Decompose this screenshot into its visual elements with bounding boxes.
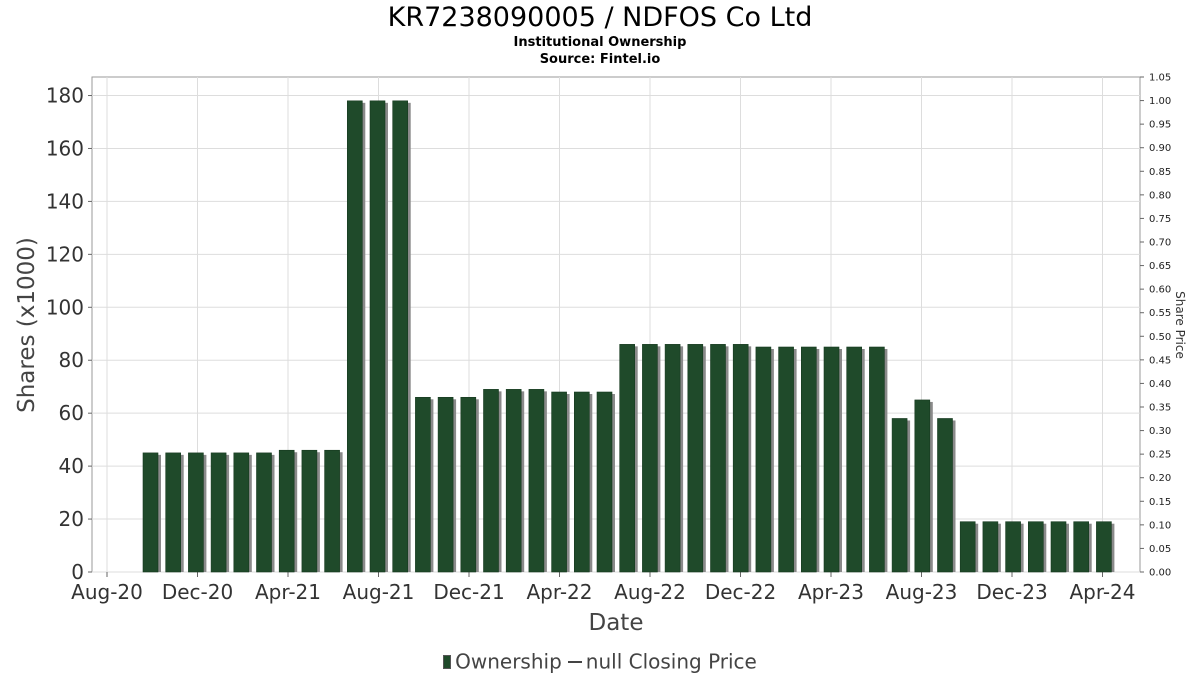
ownership-bar xyxy=(528,389,545,573)
legend-ownership-swatch xyxy=(443,654,452,669)
ownership-bar xyxy=(551,391,567,573)
legend: Ownership null Closing Price xyxy=(0,648,1200,674)
y2-tick-label: 1.00 xyxy=(1149,96,1171,107)
ownership-bar xyxy=(392,100,409,573)
y2-tick-label: 0.85 xyxy=(1149,167,1171,178)
y2-tick-label: 0.35 xyxy=(1149,403,1171,414)
y2-tick-label: 0.30 xyxy=(1149,426,1171,437)
ownership-bar xyxy=(346,100,363,573)
x-tick-label: Dec-21 xyxy=(433,580,504,604)
ownership-bar xyxy=(437,396,454,573)
y2-tick-label: 1.05 xyxy=(1149,73,1171,84)
y-tick-label: 140 xyxy=(46,189,84,213)
ownership-bar xyxy=(914,399,931,573)
ownership-bar xyxy=(664,344,681,573)
ownership-bar xyxy=(959,521,976,573)
x-tick-label: Aug-21 xyxy=(343,580,415,604)
ownership-bar xyxy=(505,389,522,573)
chart-subtitle: Institutional Ownership xyxy=(513,35,687,50)
y-tick-label: 80 xyxy=(59,348,84,372)
ownership-bar xyxy=(324,449,340,573)
ownership-bar xyxy=(1005,521,1021,573)
y-tick-label: 180 xyxy=(46,84,84,108)
legend-ownership-label: Ownership xyxy=(455,649,562,674)
ownership-bar xyxy=(210,452,227,573)
x-axis-title: Date xyxy=(589,610,644,636)
x-tick-label: Apr-24 xyxy=(1070,580,1136,604)
x-tick-label: Dec-22 xyxy=(705,580,776,604)
ownership-bar xyxy=(755,346,772,573)
legend-price-label: null Closing Price xyxy=(585,649,757,674)
y2-tick-label: 0.75 xyxy=(1149,214,1171,225)
ownership-bar xyxy=(642,344,658,573)
ownership-bar xyxy=(1028,521,1044,573)
ownership-bar xyxy=(415,396,431,573)
ownership-bar xyxy=(891,418,908,573)
chart-title: KR7238090005 / NDFOS Co Ltd xyxy=(387,2,813,33)
ownership-bar xyxy=(823,346,840,573)
ownership-bar xyxy=(188,452,204,573)
y2-tick-label: 0.20 xyxy=(1149,473,1171,484)
y-tick-label: 100 xyxy=(46,295,84,319)
ownership-bar xyxy=(460,396,477,573)
y-tick-label: 20 xyxy=(59,507,84,531)
y2-tick-label: 0.00 xyxy=(1149,568,1171,579)
y-tick-label: 40 xyxy=(59,454,84,478)
y2-tick-label: 0.25 xyxy=(1149,450,1171,461)
y-tick-label: 160 xyxy=(46,136,84,160)
ownership-bar xyxy=(573,391,590,573)
ownership-bar xyxy=(301,449,318,573)
x-tick-label: Aug-22 xyxy=(614,580,686,604)
x-tick-label: Dec-20 xyxy=(162,580,233,604)
ownership-bar xyxy=(233,452,250,573)
y2-tick-label: 0.15 xyxy=(1149,497,1171,508)
y2-tick-label: 0.70 xyxy=(1149,238,1171,249)
y2-axis-title: Share Price xyxy=(1173,291,1187,359)
y2-tick-label: 0.10 xyxy=(1149,520,1171,531)
y2-tick-label: 0.60 xyxy=(1149,285,1171,296)
y-tick-label: 0 xyxy=(71,560,84,584)
y2-tick-label: 0.80 xyxy=(1149,190,1171,201)
ownership-bar xyxy=(687,344,704,573)
y2-tick-label: 0.95 xyxy=(1149,120,1171,131)
y2-tick-label: 0.55 xyxy=(1149,308,1171,319)
chart-source: Source: Fintel.io xyxy=(539,52,661,67)
y-tick-label: 60 xyxy=(59,401,84,425)
x-tick-label: Dec-23 xyxy=(976,580,1047,604)
y-tick-label: 120 xyxy=(46,242,84,266)
x-tick-label: Apr-22 xyxy=(527,580,593,604)
ownership-bar xyxy=(369,100,386,573)
ownership-bar xyxy=(869,346,885,573)
y2-tick-label: 0.40 xyxy=(1149,379,1171,390)
ownership-bar xyxy=(483,389,499,573)
ownership-bar xyxy=(256,452,272,573)
ownership-bar xyxy=(937,418,953,573)
ownership-bar xyxy=(1050,521,1067,573)
ownership-bar xyxy=(596,391,613,573)
x-tick-label: Apr-21 xyxy=(255,580,321,604)
legend-price-swatch xyxy=(567,660,582,663)
x-tick-label: Aug-23 xyxy=(886,580,958,604)
ownership-bar xyxy=(800,346,817,573)
ownership-bar xyxy=(846,346,863,573)
ownership-bar xyxy=(165,452,181,573)
ownership-bar xyxy=(1096,521,1112,573)
x-tick-label: Aug-20 xyxy=(71,580,143,604)
ownership-bar xyxy=(142,452,159,573)
y2-tick-label: 0.50 xyxy=(1149,332,1171,343)
ownership-bar xyxy=(710,344,726,573)
y-axis-title: Shares (x1000) xyxy=(14,237,40,413)
ownership-bar xyxy=(778,346,794,573)
ownership-bar xyxy=(982,521,999,573)
y2-tick-label: 0.90 xyxy=(1149,143,1171,154)
ownership-bar xyxy=(732,344,749,573)
x-tick-label: Apr-23 xyxy=(798,580,864,604)
y2-tick-label: 0.65 xyxy=(1149,261,1171,272)
ownership-bar xyxy=(1073,521,1089,573)
ownership-bar xyxy=(278,449,295,573)
y2-tick-label: 0.45 xyxy=(1149,355,1171,366)
ownership-bar xyxy=(619,344,636,573)
y2-tick-label: 0.05 xyxy=(1149,544,1171,555)
